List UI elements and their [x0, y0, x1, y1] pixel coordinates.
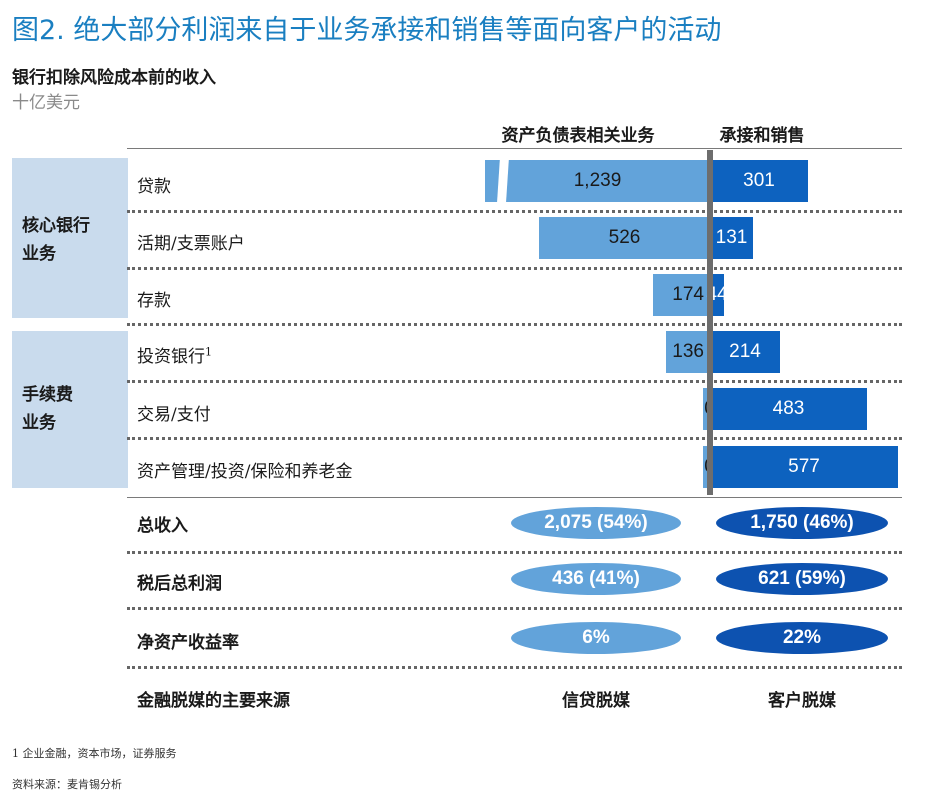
center-axis — [707, 150, 713, 495]
bar-label-customer-0: 301 — [743, 170, 775, 191]
source-customer: 客户脱媒 — [768, 691, 836, 711]
axis-break-marker — [497, 157, 509, 203]
row-label-checking: 活期/支票账户 — [137, 234, 245, 254]
chart-subtitle: 银行扣除风险成本前的收入 — [12, 68, 216, 88]
row-label-loans: 贷款 — [137, 177, 171, 197]
row-label-deposits: 存款 — [137, 291, 171, 311]
row-separator — [127, 210, 902, 213]
bar-customer-4: 483 — [710, 388, 867, 430]
bar-balance-sheet-0: 1,239 — [485, 160, 710, 202]
bar-balance-sheet-1: 526 — [539, 217, 710, 259]
summary-label-net-profit: 税后总利润 — [137, 574, 222, 594]
bar-customer-3: 214 — [710, 331, 780, 373]
row-label-trading-payments: 交易/支付 — [137, 405, 211, 425]
group-box-fee: 手续费 业务 — [12, 331, 128, 488]
net-profit-balance-sheet: 436 (41%) — [511, 563, 681, 595]
group-box-core: 核心银行 业务 — [12, 158, 128, 318]
source-balance-sheet: 信贷脱媒 — [562, 691, 630, 711]
source-row-label: 金融脱媒的主要来源 — [137, 691, 290, 711]
bar-label-balance-sheet-3: 136 — [672, 341, 704, 362]
summary-rule — [127, 497, 902, 498]
bar-label-customer-1: 131 — [715, 227, 748, 248]
group-label-fee: 手续费 业务 — [22, 385, 73, 433]
summary-label-roe: 净资产收益率 — [137, 633, 239, 653]
bar-label-customer-5: 577 — [788, 456, 820, 477]
footnote: 1 企业金融，资本市场，证券服务 — [12, 747, 177, 760]
column-header-customer: 承接和销售 — [719, 126, 805, 146]
net-profit-customer: 621 (59%) — [716, 563, 888, 595]
row-label-investment-banking-text: 投资银行 — [137, 347, 205, 367]
bar-label-balance-sheet-1: 526 — [608, 227, 641, 248]
summary-separator — [127, 551, 902, 554]
total-revenue-customer: 1,750 (46%) — [716, 507, 888, 539]
total-revenue-balance-sheet: 2,075 (54%) — [511, 507, 681, 539]
bar-customer-1: 131 — [710, 217, 753, 259]
column-header-balance-sheet: 资产负债表相关业务 — [501, 126, 655, 146]
row-separator — [127, 437, 902, 440]
bar-balance-sheet-3: 136 — [666, 331, 710, 373]
source-note: 资料来源：麦肯锡分析 — [12, 778, 122, 791]
unit-label: 十亿美元 — [12, 93, 80, 113]
header-rule — [127, 148, 902, 149]
footnote-marker: 1 — [205, 345, 212, 359]
bar-label-balance-sheet-0: 1,239 — [573, 170, 622, 191]
roe-balance-sheet: 6% — [511, 622, 681, 654]
bar-label-customer-4: 483 — [772, 398, 805, 419]
row-label-asset-management: 资产管理/投资/保险和养老金 — [137, 462, 353, 482]
figure-title: 图2. 绝大部分利润来自于业务承接和销售等面向客户的活动 — [12, 15, 722, 46]
summary-label-total-revenue: 总收入 — [137, 516, 188, 536]
bar-customer-5: 577 — [710, 446, 898, 488]
row-separator — [127, 323, 902, 326]
row-separator — [127, 380, 902, 383]
bar-balance-sheet-2: 174 — [653, 274, 710, 316]
bar-label-customer-3: 214 — [729, 341, 761, 362]
bar-customer-0: 301 — [710, 160, 808, 202]
group-label-core: 核心银行 业务 — [22, 216, 90, 264]
row-label-investment-banking: 投资银行1 — [137, 342, 212, 367]
bar-label-balance-sheet-2: 174 — [672, 284, 704, 305]
summary-separator — [127, 666, 902, 669]
summary-separator — [127, 607, 902, 610]
roe-customer: 22% — [716, 622, 888, 654]
row-separator — [127, 267, 902, 270]
